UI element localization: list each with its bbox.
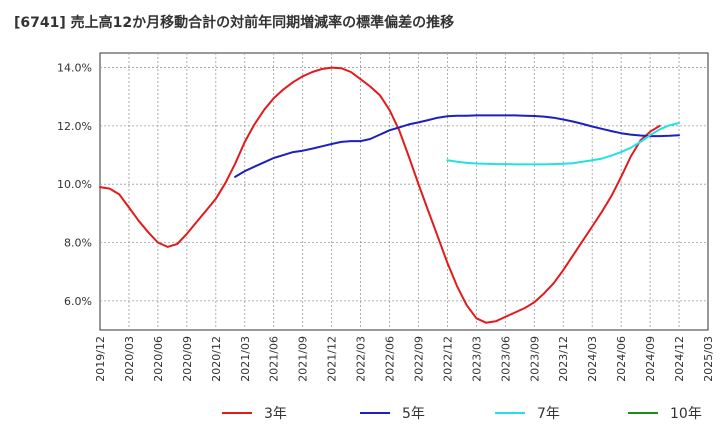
- x-tick-label: 2020/12: [210, 336, 223, 382]
- legend-label-2: 5年: [402, 406, 425, 422]
- x-tick-label: 2022/06: [384, 336, 397, 382]
- x-tick-label: 2023/06: [499, 336, 512, 382]
- x-tick-label: 2021/03: [239, 336, 252, 382]
- x-tick-label: 2024/09: [644, 336, 657, 382]
- x-tick-label: 2021/12: [326, 336, 339, 382]
- x-tick-label: 2024/06: [615, 336, 628, 382]
- axis-layer: 2019/12 2020/03 2020/06 2020/09 2020/12 2021/…: [57, 62, 715, 382]
- y-tick-label: 8.0%: [64, 237, 92, 250]
- x-tick-label: 2024/12: [673, 336, 686, 382]
- x-tick-label: 2020/09: [181, 336, 194, 382]
- x-tick-label: 2024/03: [586, 336, 599, 382]
- x-tick-label: 2022/03: [355, 336, 368, 382]
- grid-layer: [99, 52, 709, 331]
- series-line-1: [99, 66, 661, 324]
- x-tick-label: 2020/03: [123, 336, 136, 382]
- x-tick-label: 2023/12: [557, 336, 570, 382]
- legend-label-1: 3年: [264, 406, 287, 422]
- plot-frame: [99, 52, 709, 331]
- x-tick-label: 2022/09: [412, 336, 425, 382]
- legend-label-4: 10年: [670, 406, 702, 422]
- legend: 3年 5年 7年 10年: [222, 406, 702, 422]
- y-tick-label: 12.0%: [57, 120, 92, 133]
- x-tick-label: 2021/06: [268, 336, 281, 382]
- x-tick-label: 2023/03: [470, 336, 483, 382]
- x-tick-label: 2020/06: [152, 336, 165, 382]
- x-tick-label: 2023/09: [528, 336, 541, 382]
- y-tick-label: 14.0%: [57, 62, 92, 75]
- series-line-2: [234, 114, 680, 178]
- x-tick-label: 2022/12: [441, 336, 454, 382]
- series-layer: [99, 66, 680, 324]
- series-line-3: [446, 122, 680, 166]
- chart-title: [6741] 売上高12か月移動合計の対前年同期増減率の標準偏差の推移: [14, 15, 455, 31]
- x-tick-label: 2025/03: [702, 336, 715, 382]
- legend-label-3: 7年: [537, 406, 560, 422]
- x-tick-label: 2019/12: [94, 336, 107, 382]
- x-tick-label: 2021/09: [297, 336, 310, 382]
- y-tick-label: 10.0%: [57, 178, 92, 191]
- y-tick-label: 6.0%: [64, 295, 92, 308]
